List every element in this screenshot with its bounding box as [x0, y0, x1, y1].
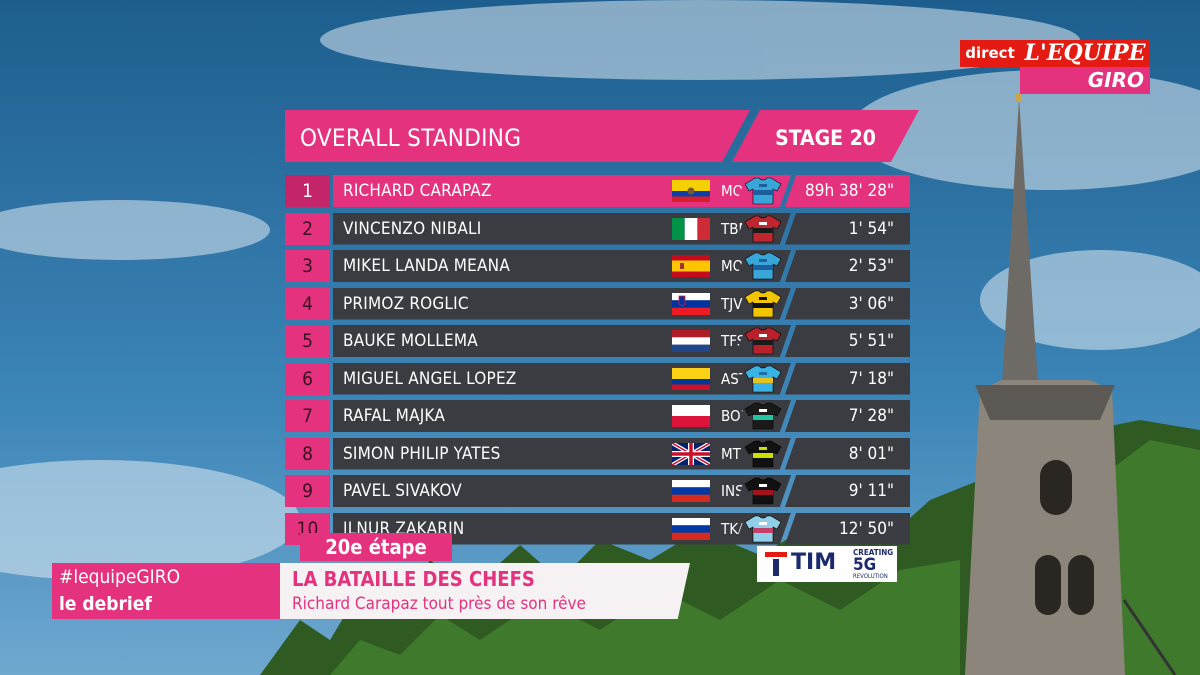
table-row: 5 BAUKE MOLLEMA TFS 5' 51" — [285, 325, 910, 357]
time-gap: 9' 11" — [785, 475, 910, 507]
rank: 3 — [285, 250, 330, 282]
team-code: INS — [721, 482, 744, 500]
sponsor-logo: TIM CREATING 5G REVOLUTION — [757, 546, 897, 582]
broadcaster-logo: direct L'EQUIPE GIRO — [960, 40, 1150, 94]
rider-name: MIGUEL ANGEL LOPEZ — [343, 368, 517, 389]
rank: 7 — [285, 400, 330, 432]
ineos-jersey-icon — [744, 477, 782, 505]
standings-title: OVERALL STANDING — [285, 110, 750, 162]
netherlands-flag — [672, 330, 710, 352]
table-row: 7 RAFAL MAJKA BOH 7' 28" — [285, 400, 910, 432]
time-gap: 7' 18" — [785, 362, 910, 395]
rider-name: RICHARD CARAPAZ — [343, 181, 492, 201]
table-row: 9 PAVEL SIVAKOV INS 9' 11" — [285, 475, 910, 507]
mitchelton-scott-jersey-icon — [744, 440, 782, 467]
poland-flag — [672, 405, 710, 427]
rank: 8 — [285, 437, 330, 470]
rank: 4 — [285, 287, 330, 320]
headline-banner: LA BATAILLE DES CHEFS Richard Carapaz to… — [280, 563, 690, 619]
rider-name: SIMON PHILIP YATES — [343, 443, 501, 464]
slovenia-flag — [672, 292, 710, 315]
show-name: le debrief — [59, 593, 152, 615]
time-gap: 2' 53" — [785, 250, 910, 282]
table-row: 6 MIGUEL ANGEL LOPEZ AST 7' 18" — [285, 362, 910, 395]
astana-jersey-icon — [744, 365, 782, 392]
rider-name: VINCENZO NIBALI — [343, 218, 482, 239]
russia-flag — [672, 517, 710, 540]
stage-badge: 20e étape — [300, 533, 452, 561]
uk-flag — [672, 442, 710, 465]
italy-flag — [672, 217, 710, 240]
trek-segafredo-jersey-icon — [744, 327, 782, 355]
movistar-jersey-icon — [744, 252, 782, 280]
rider-bar: SIMON PHILIP YATES MTS — [333, 437, 763, 470]
team-code: TJV — [721, 294, 743, 313]
rank: 9 — [285, 475, 330, 507]
rider-name: MIKEL LANDA MEANA — [343, 256, 510, 276]
time-gap: 3' 06" — [785, 287, 910, 320]
direct-label: direct — [960, 40, 1020, 67]
movistar-jersey-icon — [744, 177, 782, 205]
table-row: 3 MIKEL LANDA MEANA MOV 2' 53" — [285, 250, 910, 282]
katusha-jersey-icon — [744, 515, 782, 542]
table-row: 4 PRIMOZ ROGLIC TJV 3' 06" — [285, 287, 910, 320]
table-row: 8 SIMON PHILIP YATES MTS 8' 01" — [285, 437, 910, 470]
rider-bar: PAVEL SIVAKOV INS — [333, 475, 763, 507]
time-gap: 89h 38' 28" — [785, 175, 910, 207]
rider-bar: MIKEL LANDA MEANA MOV — [333, 250, 763, 282]
hashtag: #lequipeGIRO — [59, 566, 181, 588]
sponsor-tag-big: 5G — [853, 555, 877, 575]
ecuador-flag — [672, 180, 710, 202]
rider-bar: VINCENZO NIBALI TBM — [333, 212, 763, 245]
rider-bar: PRIMOZ ROGLIC TJV — [333, 287, 763, 320]
rider-bar: RAFAL MAJKA BOH — [333, 400, 763, 432]
table-row: 10 ILNUR ZAKARIN TKA 12' 50" — [285, 512, 910, 545]
bahrain-merida-jersey-icon — [744, 215, 782, 242]
rank: 2 — [285, 212, 330, 245]
table-row: 2 VINCENZO NIBALI TBM 1' 54" — [285, 212, 910, 245]
jumbo-visma-jersey-icon — [744, 290, 782, 317]
sponsor-tag-top: CREATING — [853, 548, 894, 557]
rank: 1 — [285, 175, 330, 207]
rider-name: PRIMOZ ROGLIC — [343, 293, 469, 314]
table-row: 1 RICHARD CARAPAZ MOV 89h 38' 28" — [285, 175, 910, 207]
sponsor-tag-small: REVOLUTION — [853, 573, 888, 580]
bora-hansgrohe-jersey-icon — [744, 402, 782, 430]
tim-mark-icon — [765, 552, 787, 576]
stage-label: STAGE 20 — [732, 110, 919, 162]
broadcaster-brand: L'EQUIPE — [1020, 40, 1150, 67]
time-gap: 12' 50" — [785, 512, 910, 545]
rider-bar: RICHARD CARAPAZ MOV — [333, 175, 763, 207]
time-gap: 5' 51" — [785, 325, 910, 357]
rider-name: BAUKE MOLLEMA — [343, 331, 478, 351]
rider-bar: MIGUEL ANGEL LOPEZ AST — [333, 362, 763, 395]
rider-name: RAFAL MAJKA — [343, 406, 446, 426]
rider-bar: BAUKE MOLLEMA TFS — [333, 325, 763, 357]
sponsor-name: TIM — [791, 550, 837, 575]
show-badge: #lequipeGIRO le debrief — [52, 563, 284, 619]
rider-name: PAVEL SIVAKOV — [343, 481, 462, 501]
headline: LA BATAILLE DES CHEFS — [292, 567, 535, 591]
russia-flag — [672, 480, 710, 502]
spain-flag — [672, 255, 710, 277]
rank: 5 — [285, 325, 330, 357]
time-gap: 8' 01" — [785, 437, 910, 470]
colombia-flag — [672, 367, 710, 390]
subheadline: Richard Carapaz tout près de son rêve — [292, 594, 586, 614]
jersey-cell — [735, 400, 791, 432]
rank: 6 — [285, 362, 330, 395]
program-name: GIRO — [1020, 67, 1150, 94]
time-gap: 1' 54" — [785, 212, 910, 245]
time-gap: 7' 28" — [785, 400, 910, 432]
